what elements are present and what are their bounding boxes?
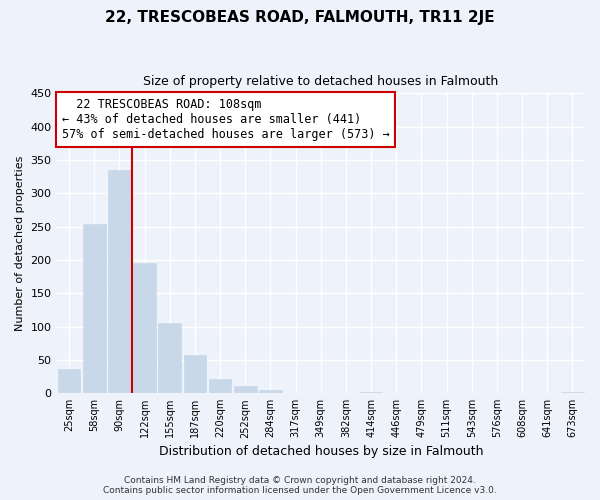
- X-axis label: Distribution of detached houses by size in Falmouth: Distribution of detached houses by size …: [158, 444, 483, 458]
- Bar: [209, 379, 232, 393]
- Text: 22 TRESCOBEAS ROAD: 108sqm
← 43% of detached houses are smaller (441)
57% of sem: 22 TRESCOBEAS ROAD: 108sqm ← 43% of deta…: [62, 98, 389, 141]
- Bar: [58, 369, 80, 393]
- Bar: [83, 224, 106, 393]
- Bar: [184, 355, 206, 393]
- Bar: [108, 170, 131, 393]
- Bar: [284, 392, 307, 393]
- Title: Size of property relative to detached houses in Falmouth: Size of property relative to detached ho…: [143, 75, 499, 88]
- Bar: [158, 322, 181, 393]
- Bar: [133, 262, 156, 393]
- Text: 22, TRESCOBEAS ROAD, FALMOUTH, TR11 2JE: 22, TRESCOBEAS ROAD, FALMOUTH, TR11 2JE: [105, 10, 495, 25]
- Bar: [234, 386, 257, 393]
- Bar: [360, 392, 382, 393]
- Bar: [561, 392, 584, 393]
- Bar: [259, 390, 282, 393]
- Text: Contains HM Land Registry data © Crown copyright and database right 2024.
Contai: Contains HM Land Registry data © Crown c…: [103, 476, 497, 495]
- Y-axis label: Number of detached properties: Number of detached properties: [15, 156, 25, 331]
